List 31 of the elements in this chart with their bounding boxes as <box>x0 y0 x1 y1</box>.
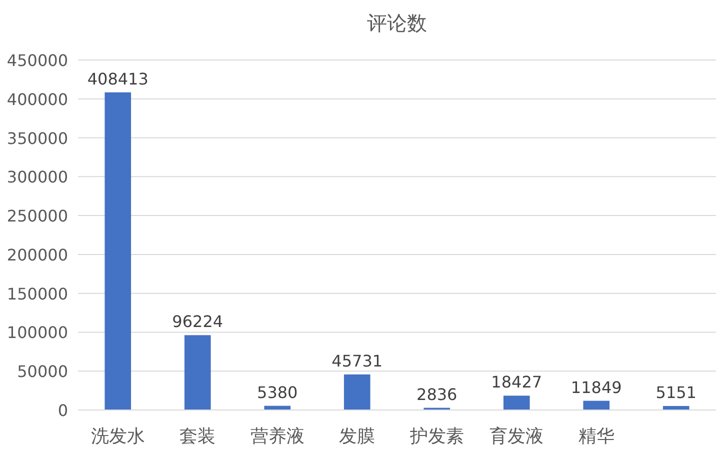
y-tick-label: 350000 <box>6 128 68 148</box>
bar <box>583 400 610 410</box>
y-tick-label: 300000 <box>6 168 68 187</box>
y-tick-label: 400000 <box>6 90 68 109</box>
data-label: 96224 <box>172 312 224 332</box>
data-label: 408413 <box>87 69 148 88</box>
y-tick-label: 100000 <box>6 323 68 342</box>
y-tick-label: 200000 <box>6 245 68 264</box>
x-tick-label: 护发素 <box>408 426 464 447</box>
y-tick-label: 0 <box>58 401 68 420</box>
y-tick-label: 150000 <box>6 284 68 304</box>
bar <box>344 374 370 410</box>
x-tick-label: 套装 <box>180 426 216 447</box>
chart-title: 评论数 <box>367 11 427 35</box>
x-tick-label: 精华 <box>578 426 614 447</box>
bar <box>184 335 211 410</box>
y-tick-label: 50000 <box>17 362 68 382</box>
bar <box>503 396 530 410</box>
x-tick-label: 发膜 <box>339 426 376 447</box>
data-label: 5151 <box>656 382 696 402</box>
x-tick-label: 洗发水 <box>90 426 145 447</box>
bar <box>104 92 132 410</box>
y-tick-label: 250000 <box>6 206 68 226</box>
data-label: 2836 <box>416 384 458 404</box>
data-label: 18427 <box>491 372 542 392</box>
y-tick-label: 450000 <box>6 51 68 70</box>
data-label: 45731 <box>332 351 383 370</box>
data-label: 5380 <box>257 382 298 402</box>
x-tick-label: 营养液 <box>250 426 304 447</box>
x-tick-label: 育发液 <box>490 426 544 447</box>
data-label: 11849 <box>570 378 622 397</box>
